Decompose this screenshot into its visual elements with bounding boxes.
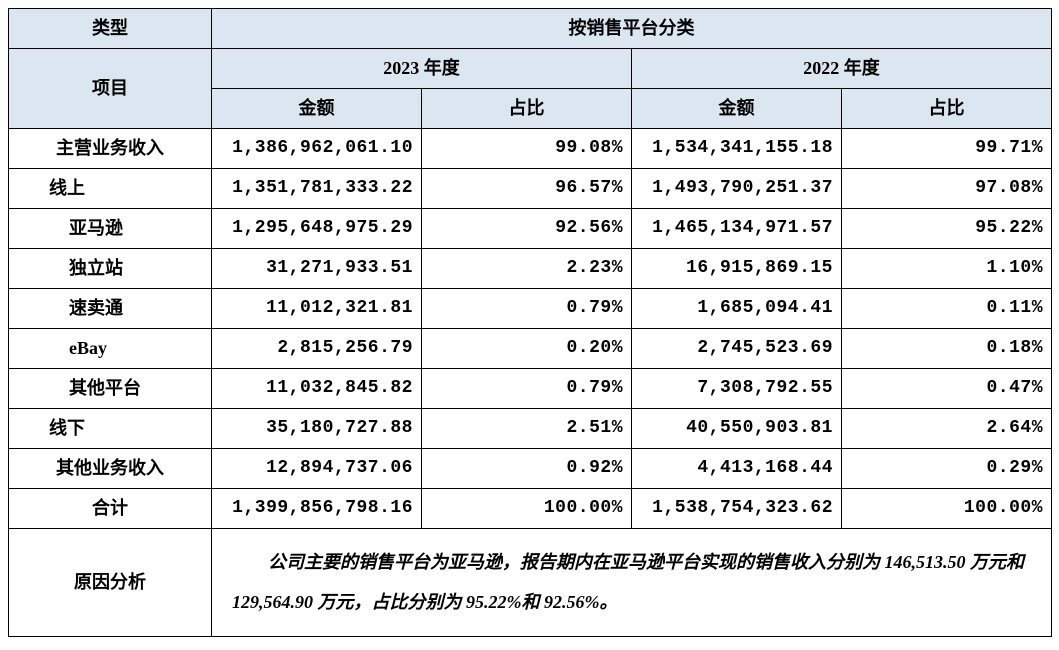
cell-a2022: 16,915,869.15 [632, 249, 842, 289]
header-amount-2022: 金额 [632, 89, 842, 129]
cell-r2023: 92.56% [422, 209, 632, 249]
header-row-1: 类型 按销售平台分类 [9, 9, 1052, 49]
cell-r2023: 99.08% [422, 129, 632, 169]
header-year-2022: 2022 年度 [632, 49, 1052, 89]
table-row: eBay2,815,256.790.20%2,745,523.690.18% [9, 329, 1052, 369]
cell-r2022: 99.71% [842, 129, 1052, 169]
cell-a2022: 1,538,754,323.62 [632, 489, 842, 529]
header-year-2023: 2023 年度 [212, 49, 632, 89]
table-row: 独立站31,271,933.512.23%16,915,869.151.10% [9, 249, 1052, 289]
cell-r2022: 0.11% [842, 289, 1052, 329]
cell-a2023: 11,032,845.82 [212, 369, 422, 409]
cell-a2022: 4,413,168.44 [632, 449, 842, 489]
cell-r2023: 100.00% [422, 489, 632, 529]
table-row: 主营业务收入1,386,962,061.1099.08%1,534,341,15… [9, 129, 1052, 169]
table-row: 亚马逊1,295,648,975.2992.56%1,465,134,971.5… [9, 209, 1052, 249]
cell-a2023: 1,399,856,798.16 [212, 489, 422, 529]
cell-a2023: 31,271,933.51 [212, 249, 422, 289]
cell-a2022: 1,465,134,971.57 [632, 209, 842, 249]
table-row: 其他平台11,032,845.820.79%7,308,792.550.47% [9, 369, 1052, 409]
cell-a2022: 2,745,523.69 [632, 329, 842, 369]
cell-r2023: 0.92% [422, 449, 632, 489]
row-label: 线上 [9, 169, 212, 209]
cell-r2022: 0.29% [842, 449, 1052, 489]
cell-r2022: 1.10% [842, 249, 1052, 289]
cell-r2022: 0.47% [842, 369, 1052, 409]
cell-r2023: 0.20% [422, 329, 632, 369]
cell-r2022: 95.22% [842, 209, 1052, 249]
cell-a2023: 1,351,781,333.22 [212, 169, 422, 209]
header-type: 类型 [9, 9, 212, 49]
row-label: 主营业务收入 [9, 129, 212, 169]
header-category: 按销售平台分类 [212, 9, 1052, 49]
analysis-text: 公司主要的销售平台为亚马逊，报告期内在亚马逊平台实现的销售收入分别为 146,5… [212, 529, 1052, 637]
row-label: 合计 [9, 489, 212, 529]
row-label: 线下 [9, 409, 212, 449]
row-label: 亚马逊 [9, 209, 212, 249]
cell-a2022: 1,685,094.41 [632, 289, 842, 329]
sales-platform-table: 类型 按销售平台分类 项目 2023 年度 2022 年度 金额 占比 金额 占… [8, 8, 1052, 637]
cell-a2023: 12,894,737.06 [212, 449, 422, 489]
table-row: 速卖通11,012,321.810.79%1,685,094.410.11% [9, 289, 1052, 329]
table-row: 其他业务收入12,894,737.060.92%4,413,168.440.29… [9, 449, 1052, 489]
cell-r2023: 2.23% [422, 249, 632, 289]
header-item: 项目 [9, 49, 212, 129]
header-amount-2023: 金额 [212, 89, 422, 129]
cell-a2023: 11,012,321.81 [212, 289, 422, 329]
row-label: 其他平台 [9, 369, 212, 409]
cell-r2022: 2.64% [842, 409, 1052, 449]
row-label: 速卖通 [9, 289, 212, 329]
cell-a2022: 40,550,903.81 [632, 409, 842, 449]
table-row: 线上1,351,781,333.2296.57%1,493,790,251.37… [9, 169, 1052, 209]
cell-r2023: 96.57% [422, 169, 632, 209]
cell-r2022: 97.08% [842, 169, 1052, 209]
header-ratio-2023: 占比 [422, 89, 632, 129]
table-body: 主营业务收入1,386,962,061.1099.08%1,534,341,15… [9, 129, 1052, 529]
cell-a2023: 1,386,962,061.10 [212, 129, 422, 169]
cell-a2023: 1,295,648,975.29 [212, 209, 422, 249]
cell-r2022: 0.18% [842, 329, 1052, 369]
cell-r2023: 0.79% [422, 289, 632, 329]
cell-a2023: 2,815,256.79 [212, 329, 422, 369]
header-row-2: 项目 2023 年度 2022 年度 [9, 49, 1052, 89]
row-label: eBay [9, 329, 212, 369]
row-label: 其他业务收入 [9, 449, 212, 489]
cell-a2022: 1,493,790,251.37 [632, 169, 842, 209]
cell-a2022: 7,308,792.55 [632, 369, 842, 409]
row-label: 独立站 [9, 249, 212, 289]
cell-r2022: 100.00% [842, 489, 1052, 529]
table-row: 合计1,399,856,798.16100.00%1,538,754,323.6… [9, 489, 1052, 529]
cell-r2023: 2.51% [422, 409, 632, 449]
table-row: 线下35,180,727.882.51%40,550,903.812.64% [9, 409, 1052, 449]
analysis-row: 原因分析 公司主要的销售平台为亚马逊，报告期内在亚马逊平台实现的销售收入分别为 … [9, 529, 1052, 637]
analysis-label: 原因分析 [9, 529, 212, 637]
cell-a2023: 35,180,727.88 [212, 409, 422, 449]
cell-a2022: 1,534,341,155.18 [632, 129, 842, 169]
header-ratio-2022: 占比 [842, 89, 1052, 129]
cell-r2023: 0.79% [422, 369, 632, 409]
